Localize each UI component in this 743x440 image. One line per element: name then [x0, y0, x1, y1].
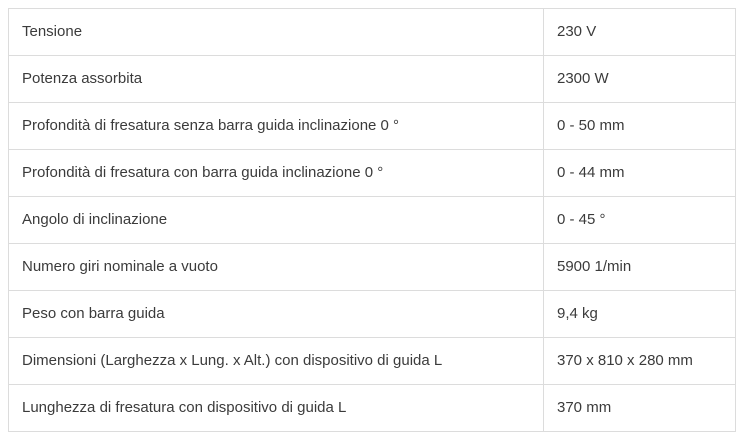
- spec-label-cell: Profondità di fresatura senza barra guid…: [8, 102, 544, 150]
- spec-label-cell: Profondità di fresatura con barra guida …: [8, 149, 544, 197]
- spec-label-cell: Peso con barra guida: [8, 290, 544, 338]
- table-row: Profondità di fresatura con barra guida …: [8, 149, 736, 197]
- spec-value-cell: 9,4 kg: [543, 290, 736, 338]
- table-row: Tensione 230 V: [8, 8, 736, 56]
- spec-value-cell: 5900 1/min: [543, 243, 736, 291]
- spec-value-cell: 230 V: [543, 8, 736, 56]
- table-row: Potenza assorbita 2300 W: [8, 55, 736, 103]
- spec-label-cell: Potenza assorbita: [8, 55, 544, 103]
- spec-value-cell: 0 - 50 mm: [543, 102, 736, 150]
- specs-table-body: Tensione 230 V Potenza assorbita 2300 W …: [8, 8, 736, 432]
- spec-label-cell: Numero giri nominale a vuoto: [8, 243, 544, 291]
- table-row: Dimensioni (Larghezza x Lung. x Alt.) co…: [8, 337, 736, 385]
- table-row: Numero giri nominale a vuoto 5900 1/min: [8, 243, 736, 291]
- spec-value-cell: 370 x 810 x 280 mm: [543, 337, 736, 385]
- spec-value-cell: 2300 W: [543, 55, 736, 103]
- table-row: Profondità di fresatura senza barra guid…: [8, 102, 736, 150]
- specs-table: Tensione 230 V Potenza assorbita 2300 W …: [8, 8, 736, 432]
- spec-label-cell: Tensione: [8, 8, 544, 56]
- table-row: Peso con barra guida 9,4 kg: [8, 290, 736, 338]
- table-row: Lunghezza di fresatura con dispositivo d…: [8, 384, 736, 432]
- spec-label-cell: Dimensioni (Larghezza x Lung. x Alt.) co…: [8, 337, 544, 385]
- spec-label-cell: Angolo di inclinazione: [8, 196, 544, 244]
- spec-label-cell: Lunghezza di fresatura con dispositivo d…: [8, 384, 544, 432]
- spec-value-cell: 0 - 44 mm: [543, 149, 736, 197]
- spec-value-cell: 370 mm: [543, 384, 736, 432]
- table-row: Angolo di inclinazione 0 - 45 °: [8, 196, 736, 244]
- spec-value-cell: 0 - 45 °: [543, 196, 736, 244]
